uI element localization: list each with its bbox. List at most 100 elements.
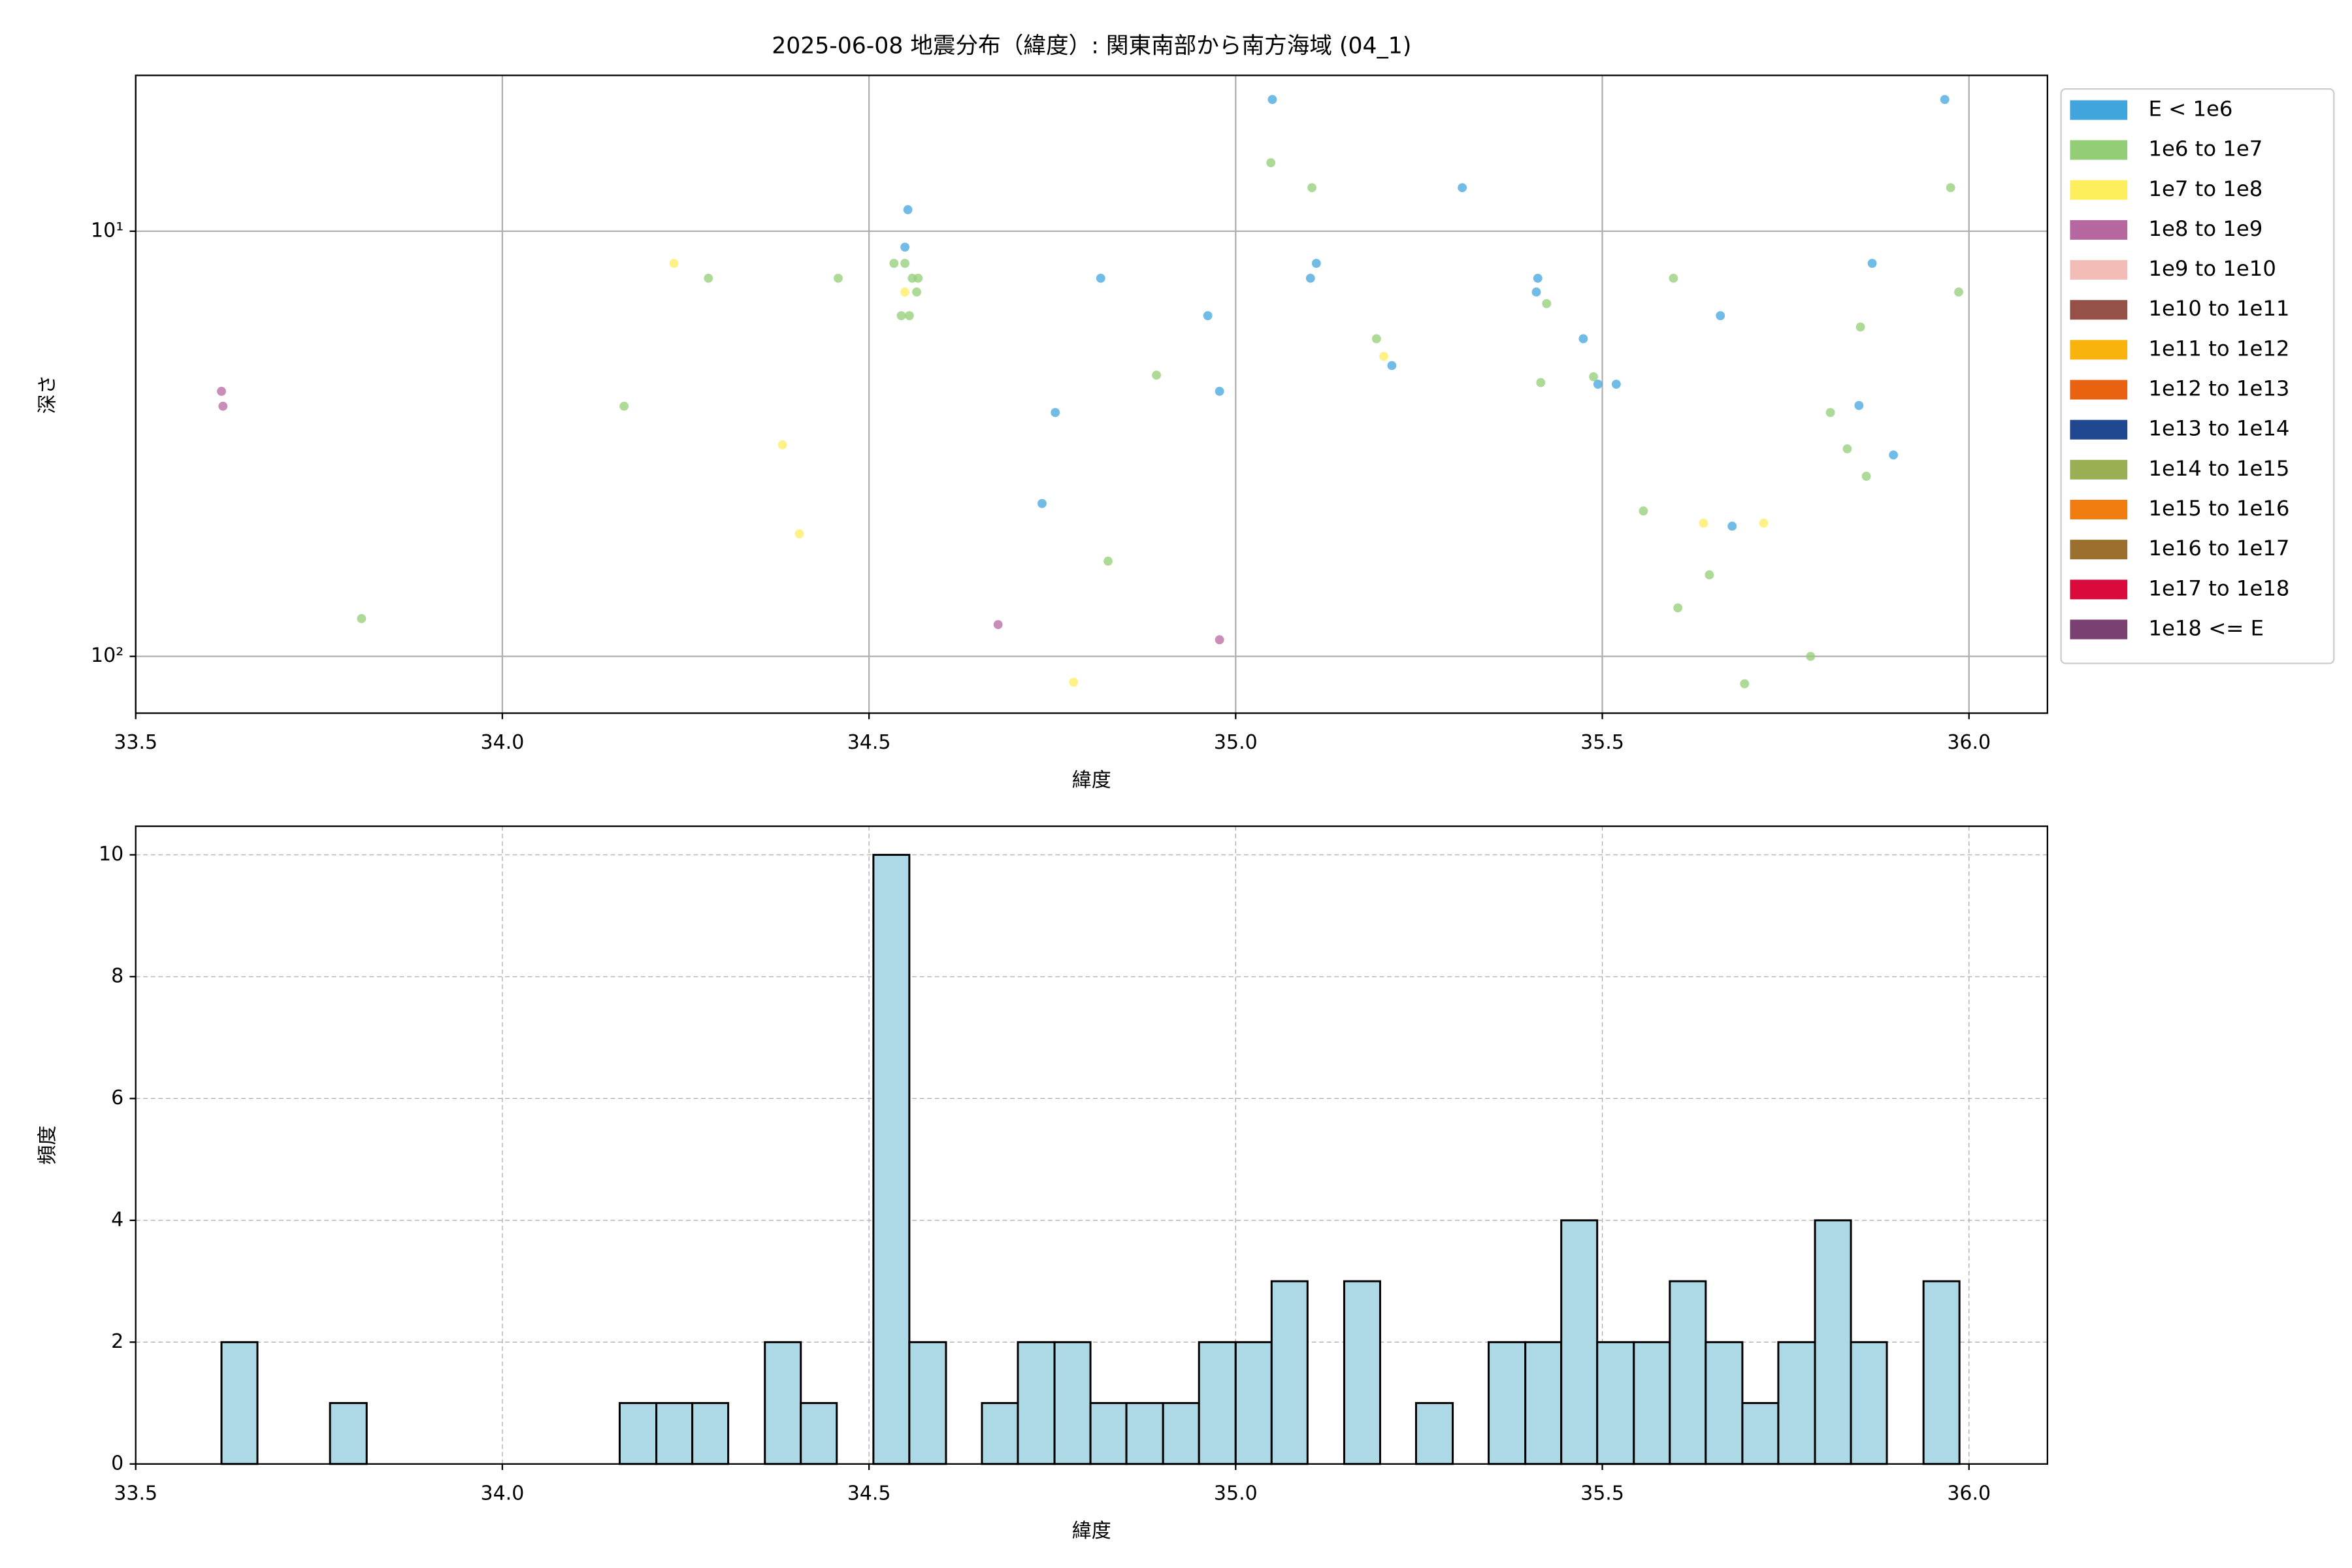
scatter-point: [834, 273, 843, 283]
histogram-bar: [691, 1402, 730, 1465]
scatter-point: [1867, 259, 1877, 268]
histogram-bar: [1234, 1341, 1273, 1465]
x-tick-label: 34.5: [847, 1482, 891, 1505]
scatter-point: [1611, 380, 1621, 389]
legend-box: [2060, 88, 2335, 664]
scatter-point: [1759, 518, 1769, 528]
scatter-point: [1305, 273, 1315, 283]
histogram-bar: [1741, 1402, 1780, 1465]
y-tick-label: 0: [111, 1452, 123, 1475]
histogram-bar: [1270, 1280, 1309, 1465]
scatter-point: [900, 242, 910, 252]
histogram-bar: [1814, 1219, 1852, 1465]
scatter-point: [1542, 299, 1552, 308]
scatter-point: [912, 287, 921, 297]
histogram-bar: [1488, 1341, 1527, 1465]
legend-label: 1e17 to 1e18: [2148, 576, 2289, 600]
histogram-bar: [329, 1402, 368, 1465]
y-tick-label: 6: [111, 1086, 123, 1109]
scatter-point: [1673, 603, 1683, 613]
histogram-bar: [1922, 1280, 1961, 1465]
scatter-point: [1716, 311, 1725, 321]
scatter-point: [357, 613, 367, 623]
x-tick-label: 34.0: [481, 731, 525, 754]
x-tick-label: 35.5: [1580, 1482, 1624, 1505]
x-axis-label: 緯度: [1072, 769, 1111, 792]
histogram-bar: [1596, 1341, 1635, 1465]
y-tick-label: 10²: [91, 644, 123, 667]
legend-swatch: [2070, 220, 2128, 240]
histogram-bar: [872, 853, 911, 1465]
histogram-bar: [1053, 1341, 1092, 1465]
legend-swatch: [2070, 300, 2128, 320]
x-tick-label: 34.5: [847, 731, 891, 754]
legend-label: 1e10 to 1e11: [2148, 296, 2289, 321]
legend-label: 1e11 to 1e12: [2148, 336, 2289, 361]
legend-label: 1e15 to 1e16: [2148, 496, 2289, 521]
scatter-point: [1855, 322, 1865, 332]
scatter-point: [669, 259, 679, 268]
legend-label: 1e13 to 1e14: [2148, 416, 2289, 441]
scatter-point: [903, 205, 913, 214]
legend-swatch: [2070, 380, 2128, 400]
legend-swatch: [2070, 180, 2128, 200]
x-tick-label: 35.5: [1580, 731, 1624, 754]
scatter-point: [1889, 450, 1899, 460]
histogram-bar: [1633, 1341, 1671, 1465]
scatter-point: [889, 259, 899, 268]
x-tick-label: 35.0: [1214, 731, 1258, 754]
scatter-point: [1069, 678, 1079, 687]
histogram-bar: [1198, 1341, 1237, 1465]
scatter-point: [1379, 351, 1388, 361]
scatter-point: [1639, 506, 1648, 516]
scatter-point: [1946, 183, 1955, 193]
scatter-point: [1037, 498, 1047, 508]
scatter-point: [1699, 518, 1708, 528]
y-tick-label: 8: [111, 964, 123, 987]
chart-title: 2025-06-08 地震分布（緯度）: 関東南部から南方海域 (04_1): [772, 33, 1411, 59]
scatter-point: [896, 311, 906, 321]
legend-label: 1e7 to 1e8: [2148, 176, 2262, 201]
scatter-point: [1531, 287, 1541, 297]
y-tick-label: 10: [99, 843, 123, 866]
histogram-bar: [908, 1341, 947, 1465]
scatter-point: [794, 529, 804, 539]
scatter-point: [1705, 570, 1714, 580]
scatter-point: [1387, 361, 1397, 370]
legend-label: 1e9 to 1e10: [2148, 256, 2276, 281]
scatter-point: [1103, 556, 1113, 566]
histogram-bar: [1414, 1402, 1454, 1465]
histogram-bar: [1017, 1341, 1056, 1465]
histogram-bar: [1669, 1280, 1707, 1465]
scatter-point: [1806, 651, 1816, 661]
histogram-bar: [1777, 1341, 1816, 1465]
y-axis-label: 頻度: [36, 1126, 59, 1165]
x-tick-label: 35.0: [1214, 1482, 1258, 1505]
legend-label: 1e14 to 1e15: [2148, 456, 2289, 481]
legend-label: 1e16 to 1e17: [2148, 536, 2289, 561]
scatter-point: [1215, 387, 1224, 396]
x-tick-label: 36.0: [1947, 1482, 1991, 1505]
histogram-bar: [655, 1402, 694, 1465]
scatter-point: [1371, 334, 1381, 344]
axes-frame: [135, 74, 2048, 714]
scatter-point: [1266, 158, 1276, 167]
histogram-bar: [1089, 1402, 1128, 1465]
histogram-bar: [220, 1341, 259, 1465]
histogram-bar: [981, 1402, 1019, 1465]
legend-swatch: [2070, 100, 2128, 120]
scatter-point: [904, 311, 914, 321]
scatter-point: [777, 440, 787, 449]
legend-swatch: [2070, 540, 2128, 560]
legend-swatch: [2070, 580, 2128, 600]
histogram-bar: [1125, 1402, 1164, 1465]
scatter-point: [913, 273, 923, 283]
scatter-point: [1458, 183, 1467, 193]
legend-label: 1e12 to 1e13: [2148, 376, 2289, 401]
x-axis-label: 緯度: [1072, 1520, 1111, 1543]
scatter-point: [1940, 95, 1950, 105]
x-tick-label: 36.0: [1947, 731, 1991, 754]
legend-swatch: [2070, 340, 2128, 360]
scatter-point: [1152, 370, 1162, 380]
